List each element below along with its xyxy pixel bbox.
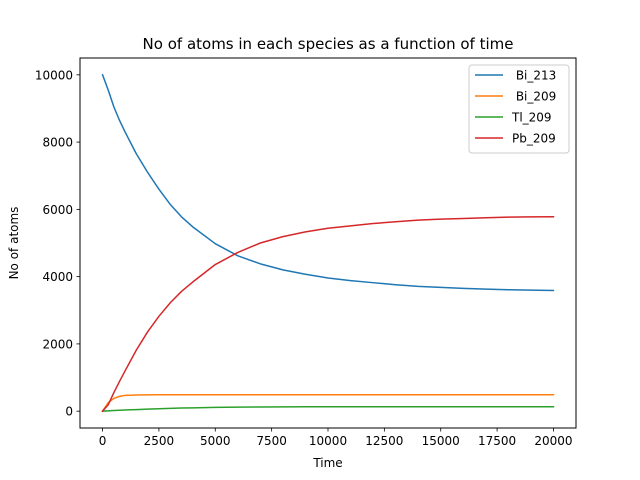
series-line-0 [101, 73, 555, 292]
x-tick-label: 5000 [200, 434, 231, 448]
legend-frame [468, 64, 570, 154]
x-tick-label: 7500 [256, 434, 287, 448]
x-tick-label: 12500 [365, 434, 403, 448]
legend-label-2: Tl_209 [511, 111, 552, 125]
y-tick-label: 8000 [42, 136, 73, 150]
legend: Bi_213 Bi_209 Tl_209 Pb_209 [468, 64, 570, 154]
y-tick-label: 10000 [35, 68, 73, 82]
x-tick-label: 17500 [478, 434, 516, 448]
y-axis-label: No of atoms [7, 207, 21, 280]
axis-ticks: 0 2500 5000 7500 10000 12500 15000 17500 20000 0 2… [35, 68, 573, 448]
chart-title: No of atoms in each species as a functio… [143, 35, 514, 53]
x-tick-label: 2500 [144, 434, 175, 448]
x-tick-label: 10000 [309, 434, 347, 448]
y-tick-label: 2000 [42, 337, 73, 351]
x-axis-label: Time [312, 456, 342, 470]
legend-label-1: Bi_209 [512, 90, 556, 104]
legend-label-3: Pb_209 [512, 132, 556, 146]
y-tick-label: 0 [65, 405, 73, 419]
x-tick-label: 20000 [534, 434, 572, 448]
x-tick-label: 0 [99, 434, 107, 448]
series-line-2 [101, 405, 555, 412]
plot-area [101, 73, 555, 413]
x-tick-label: 15000 [422, 434, 460, 448]
series-line-1 [101, 394, 555, 413]
y-tick-label: 4000 [42, 270, 73, 284]
series-line-3 [101, 216, 555, 413]
y-tick-label: 6000 [42, 203, 73, 217]
legend-label-0: Bi_213 [512, 69, 556, 83]
